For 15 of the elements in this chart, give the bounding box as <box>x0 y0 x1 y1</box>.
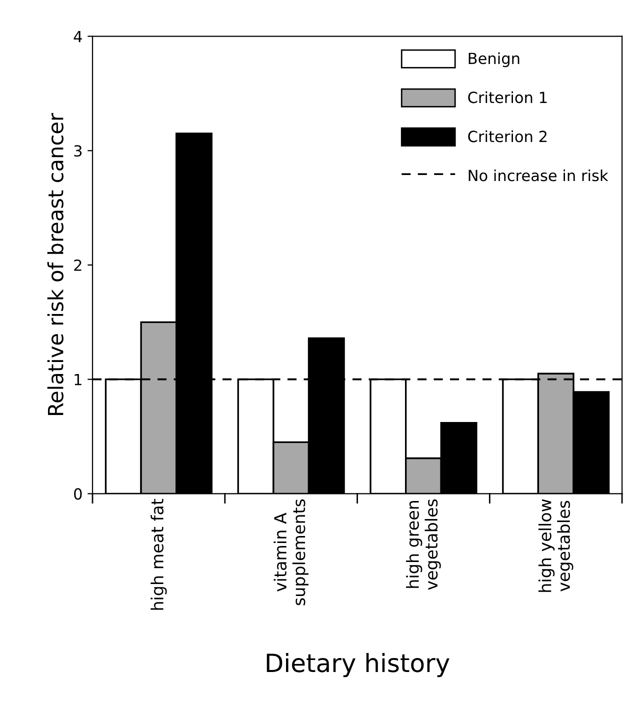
y-tick-label: 1 <box>74 374 82 386</box>
x-tick-label: high yellow vegetables <box>538 499 574 592</box>
x-tick-label: vitamin A supplements <box>274 499 308 606</box>
y-tick-label: 4 <box>74 30 82 42</box>
x-tick-label: high green vegetables <box>406 499 441 590</box>
y-tick-label: 0 <box>74 488 82 500</box>
y-axis-title: Relative risk of breast cancer <box>47 112 64 415</box>
legend-label: Criterion 1 <box>468 91 547 104</box>
y-tick-label: 2 <box>74 259 82 271</box>
x-axis-title: Dietary history <box>266 652 450 678</box>
legend-label: Criterion 2 <box>468 130 546 142</box>
y-tick-label: 3 <box>74 145 82 157</box>
legend-label: No increase in risk <box>468 169 608 182</box>
x-tick-label: high meat fat <box>150 498 167 610</box>
legend-label: Benign <box>468 52 520 68</box>
